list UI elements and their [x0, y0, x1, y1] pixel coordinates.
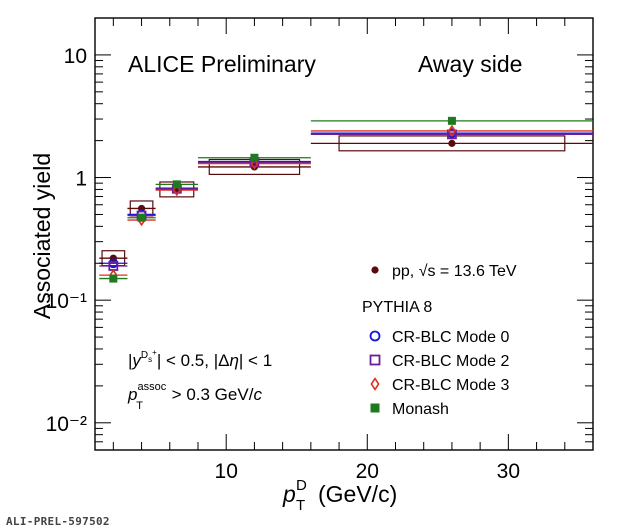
y-tick-label: 1 [75, 168, 87, 191]
data-point [250, 157, 259, 170]
data-point [447, 129, 457, 140]
selection-cut-pt: passoc T > 0.3 GeV/c [127, 381, 262, 412]
legend-label: Monash [392, 401, 449, 418]
y-tick-label: 10⁻² [46, 413, 87, 436]
legend-marker [370, 377, 380, 391]
series-markers-1 [108, 128, 457, 269]
legend-marker [371, 266, 379, 274]
axes: 10 20 30 10⁻² 10⁻¹ 1 10 [46, 17, 593, 483]
data-point [447, 116, 456, 125]
legend-label: CR-BLC Mode 3 [392, 377, 509, 394]
legend-header: PYTHIA 8 [362, 299, 432, 316]
plot-frame [94, 17, 594, 451]
legend-marker [369, 330, 381, 342]
data-point [172, 183, 181, 197]
legend-entry: Monash [370, 401, 449, 418]
legend-entry: CR-BLC Mode 0 [369, 329, 509, 346]
data-point [137, 213, 146, 222]
legend-entry: pp, √s = 13.6 TeV [371, 263, 517, 280]
preliminary-stamp: ALI-PREL-597502 [6, 515, 110, 528]
data-point [109, 274, 118, 283]
legend-label: pp, √s = 13.6 TeV [392, 263, 517, 280]
legend-label: CR-BLC Mode 0 [392, 329, 509, 346]
legend-label: CR-BLC Mode 2 [392, 353, 509, 370]
x-axis-label-p: p [282, 481, 296, 507]
series-markers-4 [109, 116, 456, 283]
legend-entry: CR-BLC Mode 2 [369, 353, 509, 370]
x-axis-label-units: (GeV/c) [318, 481, 397, 507]
data-point [448, 139, 456, 147]
series-1 [99, 132, 593, 264]
selection-annotation: |yDs+| < 0.5, |Δη| < 1 passoc T > 0.3 GeV… [127, 348, 272, 412]
series-3 [99, 130, 593, 276]
series-4 [99, 120, 593, 280]
y-tick-label: 10 [64, 45, 87, 68]
x-axis-label-sub: T [296, 497, 305, 514]
legend-marker [370, 403, 380, 413]
chart-subtitle: Away side [418, 51, 522, 77]
x-axis-label-sup: D [296, 477, 307, 494]
series-0 [99, 135, 593, 267]
chart-title: ALICE Preliminary [128, 51, 316, 77]
legend: pp, √s = 13.6 TeV PYTHIA 8 CR-BLC Mode 0 CR… [362, 263, 517, 418]
y-tick-label: 10⁻¹ [46, 290, 87, 313]
x-tick-label: 20 [356, 460, 379, 483]
series-2 [99, 133, 593, 267]
legend-marker [369, 354, 381, 366]
y-axis-label: Associated yield [29, 153, 55, 319]
data-point [172, 180, 181, 189]
x-axis-label: p T D (GeV/c) [282, 477, 397, 514]
legend-entry: CR-BLC Mode 3 [370, 377, 509, 394]
selection-cut-rapidity: |yDs+| < 0.5, |Δη| < 1 [128, 348, 272, 370]
x-tick-label: 30 [497, 460, 520, 483]
x-tick-label: 10 [215, 460, 238, 483]
data-point [250, 153, 259, 162]
series-markers-3 [109, 124, 457, 282]
data-point [447, 124, 457, 138]
chart-marks [99, 116, 593, 283]
